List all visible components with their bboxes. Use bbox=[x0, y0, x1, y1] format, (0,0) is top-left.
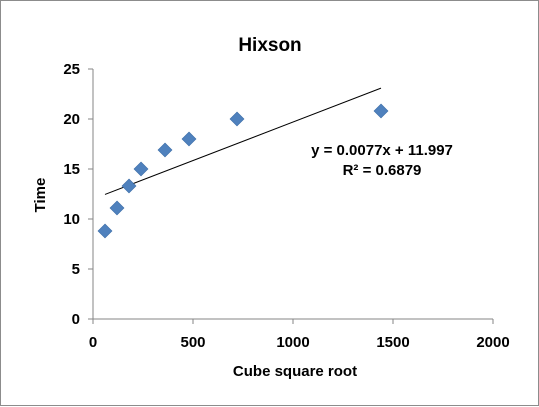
y-tick-label: 10 bbox=[63, 211, 80, 228]
linear-trendline bbox=[104, 87, 382, 195]
data-point-marker bbox=[133, 161, 149, 177]
y-tick-label: 5 bbox=[72, 261, 80, 278]
data-point-marker bbox=[373, 103, 389, 119]
data-point-marker bbox=[157, 142, 173, 158]
trendline-r-squared: R² = 0.6879 bbox=[343, 162, 422, 179]
data-point-marker bbox=[181, 131, 197, 147]
data-point-marker bbox=[121, 178, 137, 194]
x-tick-label: 1500 bbox=[376, 334, 409, 351]
x-tick-label: 2000 bbox=[476, 334, 509, 351]
y-tick-label: 0 bbox=[72, 311, 80, 328]
chart-title: Hixson bbox=[238, 35, 301, 56]
data-point-marker bbox=[109, 200, 125, 216]
data-point-marker bbox=[229, 111, 245, 127]
x-tick-label: 1000 bbox=[276, 334, 309, 351]
y-axis-ticks: 0 5 10 15 20 25 bbox=[63, 61, 93, 328]
x-axis-ticks: 0 500 1000 1500 2000 bbox=[89, 319, 510, 351]
x-axis-title: Cube square root bbox=[233, 363, 357, 380]
data-points bbox=[97, 103, 389, 239]
data-point-marker bbox=[97, 223, 113, 239]
y-axis-title: Time bbox=[32, 178, 49, 213]
x-tick-label: 0 bbox=[89, 334, 97, 351]
trendline-equation: y = 0.0077x + 11.997 bbox=[311, 142, 453, 159]
y-tick-label: 15 bbox=[63, 161, 80, 178]
x-tick-label: 500 bbox=[180, 334, 205, 351]
y-tick-label: 25 bbox=[63, 61, 80, 78]
y-tick-label: 20 bbox=[63, 111, 80, 128]
